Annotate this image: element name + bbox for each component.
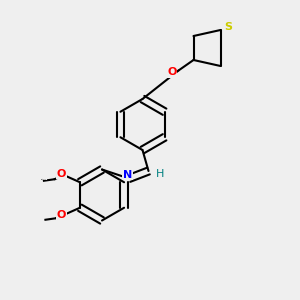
Text: S: S	[224, 22, 232, 32]
Text: N: N	[123, 170, 132, 180]
Text: methoxy: methoxy	[41, 178, 47, 180]
Text: O: O	[167, 67, 177, 77]
Text: H: H	[156, 169, 165, 179]
Text: O: O	[57, 210, 66, 220]
Text: O: O	[57, 169, 66, 179]
